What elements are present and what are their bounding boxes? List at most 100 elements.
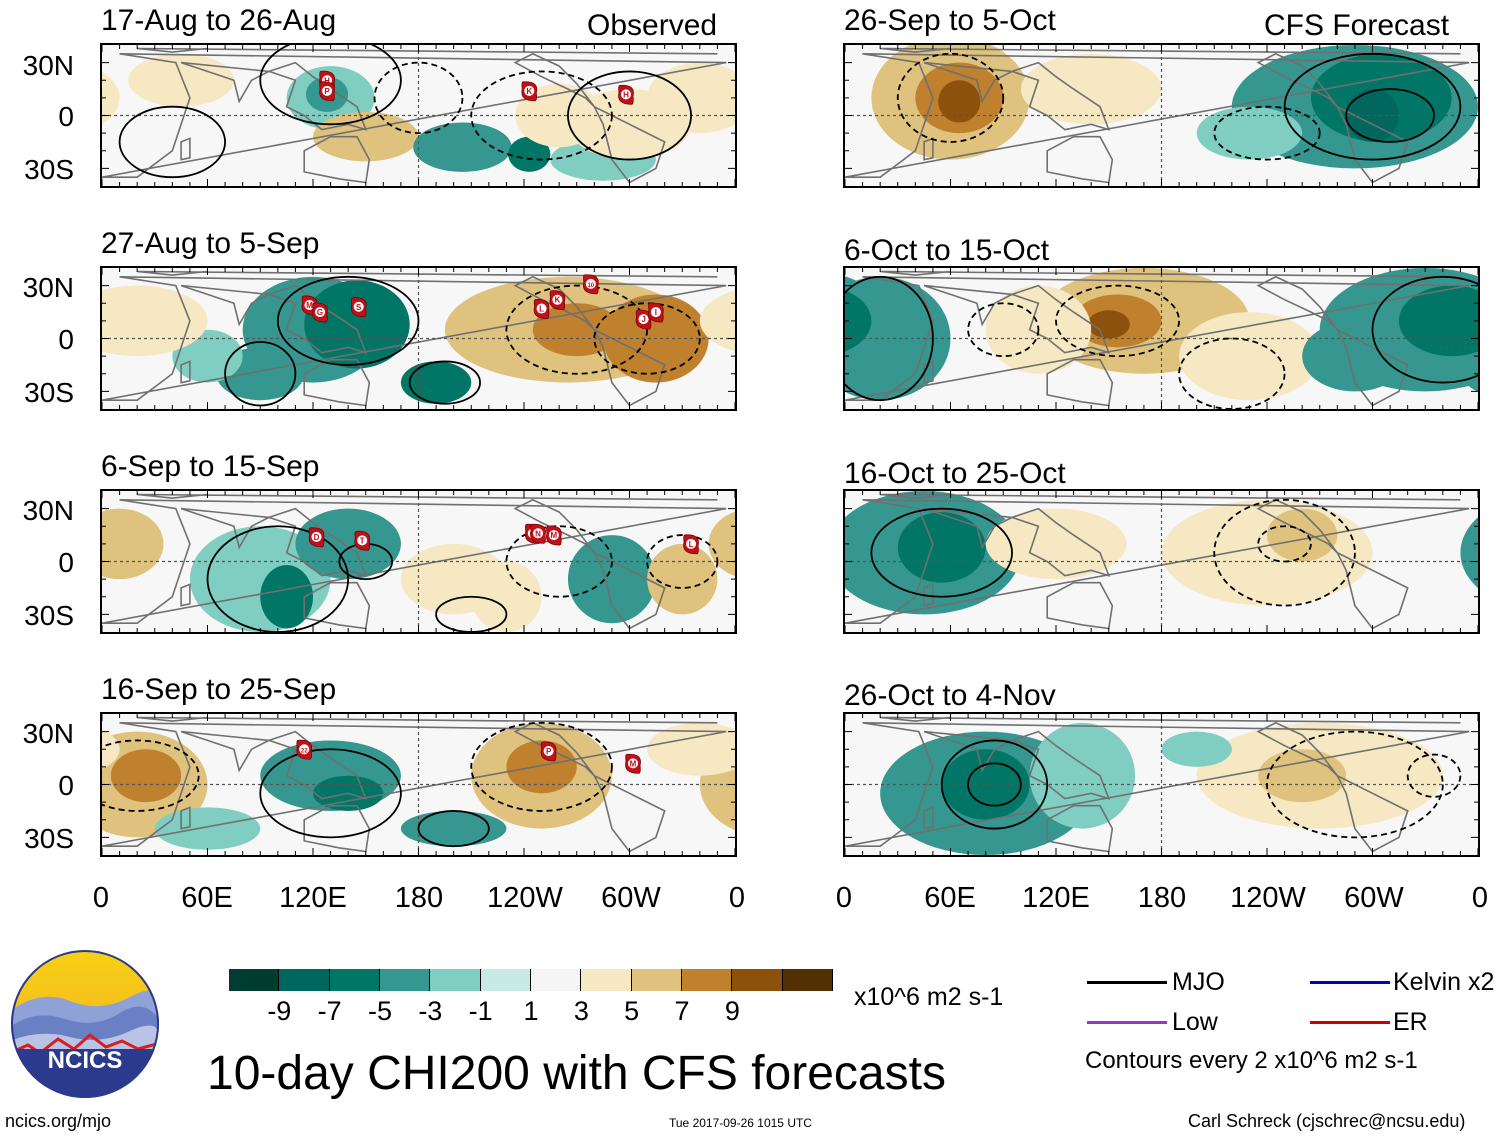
negative-anomaly-region bbox=[154, 807, 261, 850]
storm-marker-eye bbox=[650, 307, 661, 318]
coastline bbox=[1046, 581, 1114, 630]
map-panel-4: 22 P M bbox=[100, 712, 737, 857]
positive-anomaly-region bbox=[102, 508, 164, 580]
coastline bbox=[880, 47, 1461, 55]
mjo-contour bbox=[206, 525, 350, 632]
colorbar-label: 5 bbox=[624, 996, 640, 1026]
negative-anomaly-region bbox=[304, 280, 410, 369]
storm-marker: P bbox=[319, 81, 335, 102]
coastline bbox=[137, 47, 718, 55]
storm-marker-eye bbox=[548, 530, 559, 541]
colorbar-label: -9 bbox=[267, 996, 292, 1026]
legend-low-line bbox=[1087, 1021, 1167, 1024]
lat-tick-label: 0 bbox=[58, 547, 74, 578]
storm-marker: S bbox=[350, 297, 367, 318]
coastline bbox=[1046, 358, 1114, 407]
storm-marker: N bbox=[530, 523, 546, 544]
storm-marker-eye bbox=[353, 301, 364, 312]
coastline bbox=[1009, 730, 1111, 800]
coastline bbox=[303, 804, 371, 853]
coastline bbox=[102, 53, 727, 178]
positive-anomaly-region bbox=[471, 561, 542, 632]
colorbar-cell bbox=[682, 969, 733, 991]
map-svg: DTONML bbox=[102, 491, 735, 632]
storm-marker-label: 10 bbox=[587, 283, 594, 289]
storm-marker-eye bbox=[628, 758, 639, 769]
lon-tick-label: 0 bbox=[728, 882, 746, 914]
storm-marker: I bbox=[648, 302, 664, 323]
positive-anomaly-region bbox=[1161, 499, 1373, 606]
coastline bbox=[102, 276, 727, 401]
coastline bbox=[845, 53, 1470, 178]
legend-er-line bbox=[1310, 1021, 1390, 1024]
coastline bbox=[1009, 61, 1111, 131]
positive-anomaly-region bbox=[647, 543, 718, 615]
positive-anomaly-region bbox=[1087, 310, 1130, 339]
coastline bbox=[266, 507, 368, 577]
forecast-label: CFS Forecast bbox=[1264, 9, 1450, 42]
lon-tick-label: 0 bbox=[92, 882, 110, 914]
negative-anomaly-region bbox=[897, 512, 986, 583]
coastline bbox=[923, 137, 934, 161]
ncics-logo-graphic: NCICS bbox=[11, 950, 159, 1098]
coastline bbox=[137, 716, 718, 724]
negative-anomaly-region bbox=[1196, 106, 1303, 160]
positive-anomaly-region bbox=[647, 722, 735, 776]
panel-title: 6-Oct to 15-Oct bbox=[844, 234, 1050, 267]
map-svg bbox=[845, 45, 1478, 186]
positive-anomaly-region bbox=[1020, 53, 1162, 125]
coastline bbox=[513, 721, 666, 853]
mjo-contour bbox=[102, 739, 200, 812]
colorbar-units: x10^6 m2 s-1 bbox=[854, 983, 1004, 1011]
negative-anomaly-region bbox=[1161, 731, 1232, 767]
mjo-contour bbox=[1283, 52, 1462, 161]
storm-marker-label: L bbox=[689, 540, 694, 549]
map-svg: HP K H bbox=[102, 45, 735, 186]
map-svg bbox=[845, 268, 1478, 409]
lon-tick-label: 60E bbox=[924, 882, 976, 914]
mjo-contour bbox=[417, 810, 490, 848]
storm-marker-eye bbox=[585, 278, 596, 289]
mjo-contour bbox=[646, 534, 719, 589]
coastline bbox=[303, 135, 371, 184]
negative-anomaly-region bbox=[567, 535, 656, 624]
storm-marker-label: S bbox=[356, 303, 362, 312]
mjo-contour bbox=[1213, 105, 1321, 161]
lon-tick-label: 180 bbox=[394, 882, 444, 914]
coastline bbox=[180, 806, 191, 830]
mjo-contour bbox=[967, 762, 1022, 807]
observed-label: Observed bbox=[587, 9, 718, 42]
colorbar-cell bbox=[430, 969, 481, 991]
negative-anomaly-region bbox=[400, 361, 472, 404]
mjo-contour bbox=[259, 45, 402, 126]
storm-marker-eye bbox=[686, 538, 697, 549]
storm-marker-label: P bbox=[324, 87, 330, 96]
mjo-contour bbox=[1178, 337, 1286, 409]
map-svg: MG S L K 10 J I bbox=[102, 268, 735, 409]
colorbar-label: -1 bbox=[468, 996, 493, 1026]
coastline bbox=[303, 358, 371, 407]
colorbar-label: 7 bbox=[674, 996, 690, 1026]
map-svg bbox=[845, 491, 1478, 632]
coastline bbox=[180, 583, 191, 607]
main-title: 10-day CHI200 with CFS forecasts bbox=[207, 1047, 946, 1100]
coastline bbox=[1009, 284, 1111, 354]
lat-tick-label: 30S bbox=[24, 377, 74, 408]
lon-tick-label: 120W bbox=[1230, 882, 1306, 914]
negative-anomaly-region bbox=[260, 565, 313, 629]
positive-anomaly-region bbox=[102, 729, 120, 769]
footer-timestamp: Tue 2017-09-26 1015 UTC bbox=[669, 1116, 812, 1130]
coastline bbox=[880, 270, 1461, 278]
coastline bbox=[1256, 498, 1409, 630]
panel-title: 17-Aug to 26-Aug bbox=[101, 4, 337, 37]
storm-marker-eye bbox=[638, 314, 649, 325]
storm-marker-label: 22 bbox=[301, 748, 308, 754]
positive-anomaly-region bbox=[647, 62, 735, 134]
negative-anomaly-region bbox=[413, 122, 512, 172]
mjo-contour bbox=[276, 275, 420, 366]
storm-marker-label: K bbox=[555, 296, 561, 305]
lat-tick-label: 0 bbox=[58, 770, 74, 801]
colorbar-cell bbox=[279, 969, 330, 991]
coastline bbox=[1046, 804, 1114, 853]
